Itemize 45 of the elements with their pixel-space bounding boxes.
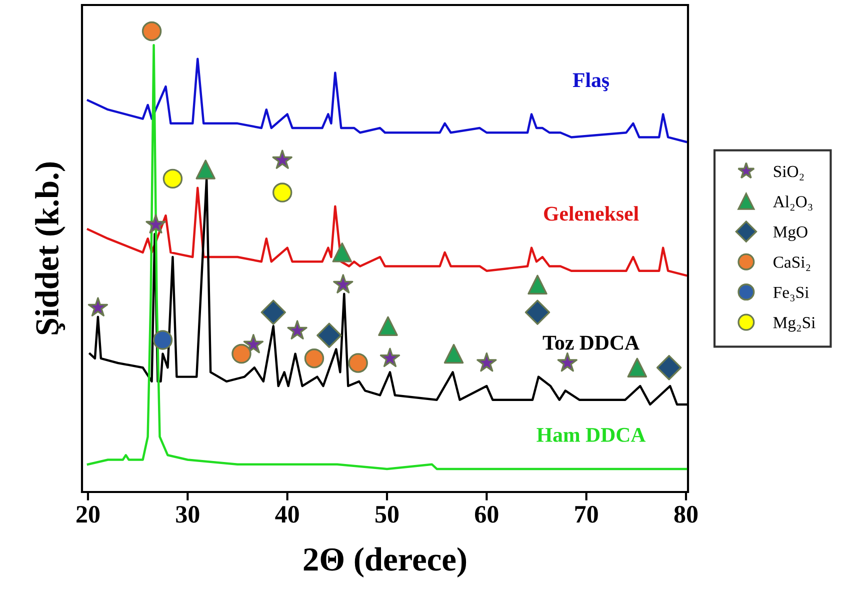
legend-label: CaSi₂ bbox=[774, 256, 810, 272]
point bbox=[243, 334, 264, 354]
point bbox=[333, 274, 354, 294]
point bbox=[88, 297, 108, 316]
point bbox=[162, 168, 183, 189]
legend-label: Al₂O₃ bbox=[773, 196, 812, 211]
x-axis-title: 2Θ (derece) bbox=[304, 547, 466, 578]
y-axis-title: Şiddet (k.b.) bbox=[35, 162, 66, 334]
point bbox=[272, 182, 292, 202]
point bbox=[142, 21, 162, 42]
point bbox=[444, 344, 464, 364]
x-tick-label: 30 bbox=[176, 506, 200, 523]
x-tick-label: 80 bbox=[674, 506, 698, 523]
legend-label: Mg₂Si bbox=[773, 317, 816, 332]
x-tick-label: 20 bbox=[76, 506, 100, 523]
series-label: Geleneksel bbox=[544, 206, 639, 221]
point bbox=[348, 353, 368, 373]
series-label: Ham DDCA bbox=[536, 428, 646, 442]
point bbox=[304, 348, 324, 368]
point bbox=[332, 242, 352, 262]
x-tick-label: 70 bbox=[575, 506, 598, 523]
series-label: Toz DDCA bbox=[542, 336, 640, 350]
point bbox=[260, 300, 286, 325]
legend-label: Fe₃Si bbox=[773, 286, 809, 302]
point bbox=[380, 348, 400, 368]
x-tick-label: 60 bbox=[475, 506, 498, 523]
point bbox=[152, 330, 173, 350]
point bbox=[146, 214, 166, 234]
point bbox=[627, 358, 648, 378]
point bbox=[378, 316, 398, 336]
legend-label: MgO bbox=[773, 226, 808, 241]
x-tick-label: 40 bbox=[275, 506, 299, 523]
point bbox=[316, 322, 342, 348]
legend-label: SiO₂ bbox=[774, 166, 804, 180]
series-label: Flaş bbox=[572, 72, 610, 92]
point bbox=[272, 150, 292, 169]
point bbox=[287, 320, 308, 340]
point bbox=[656, 354, 682, 380]
point bbox=[476, 352, 497, 372]
point bbox=[557, 352, 578, 372]
x-tick-label: 50 bbox=[375, 506, 399, 523]
point bbox=[196, 160, 216, 180]
point bbox=[528, 274, 548, 295]
point bbox=[524, 300, 550, 325]
point bbox=[232, 344, 252, 364]
